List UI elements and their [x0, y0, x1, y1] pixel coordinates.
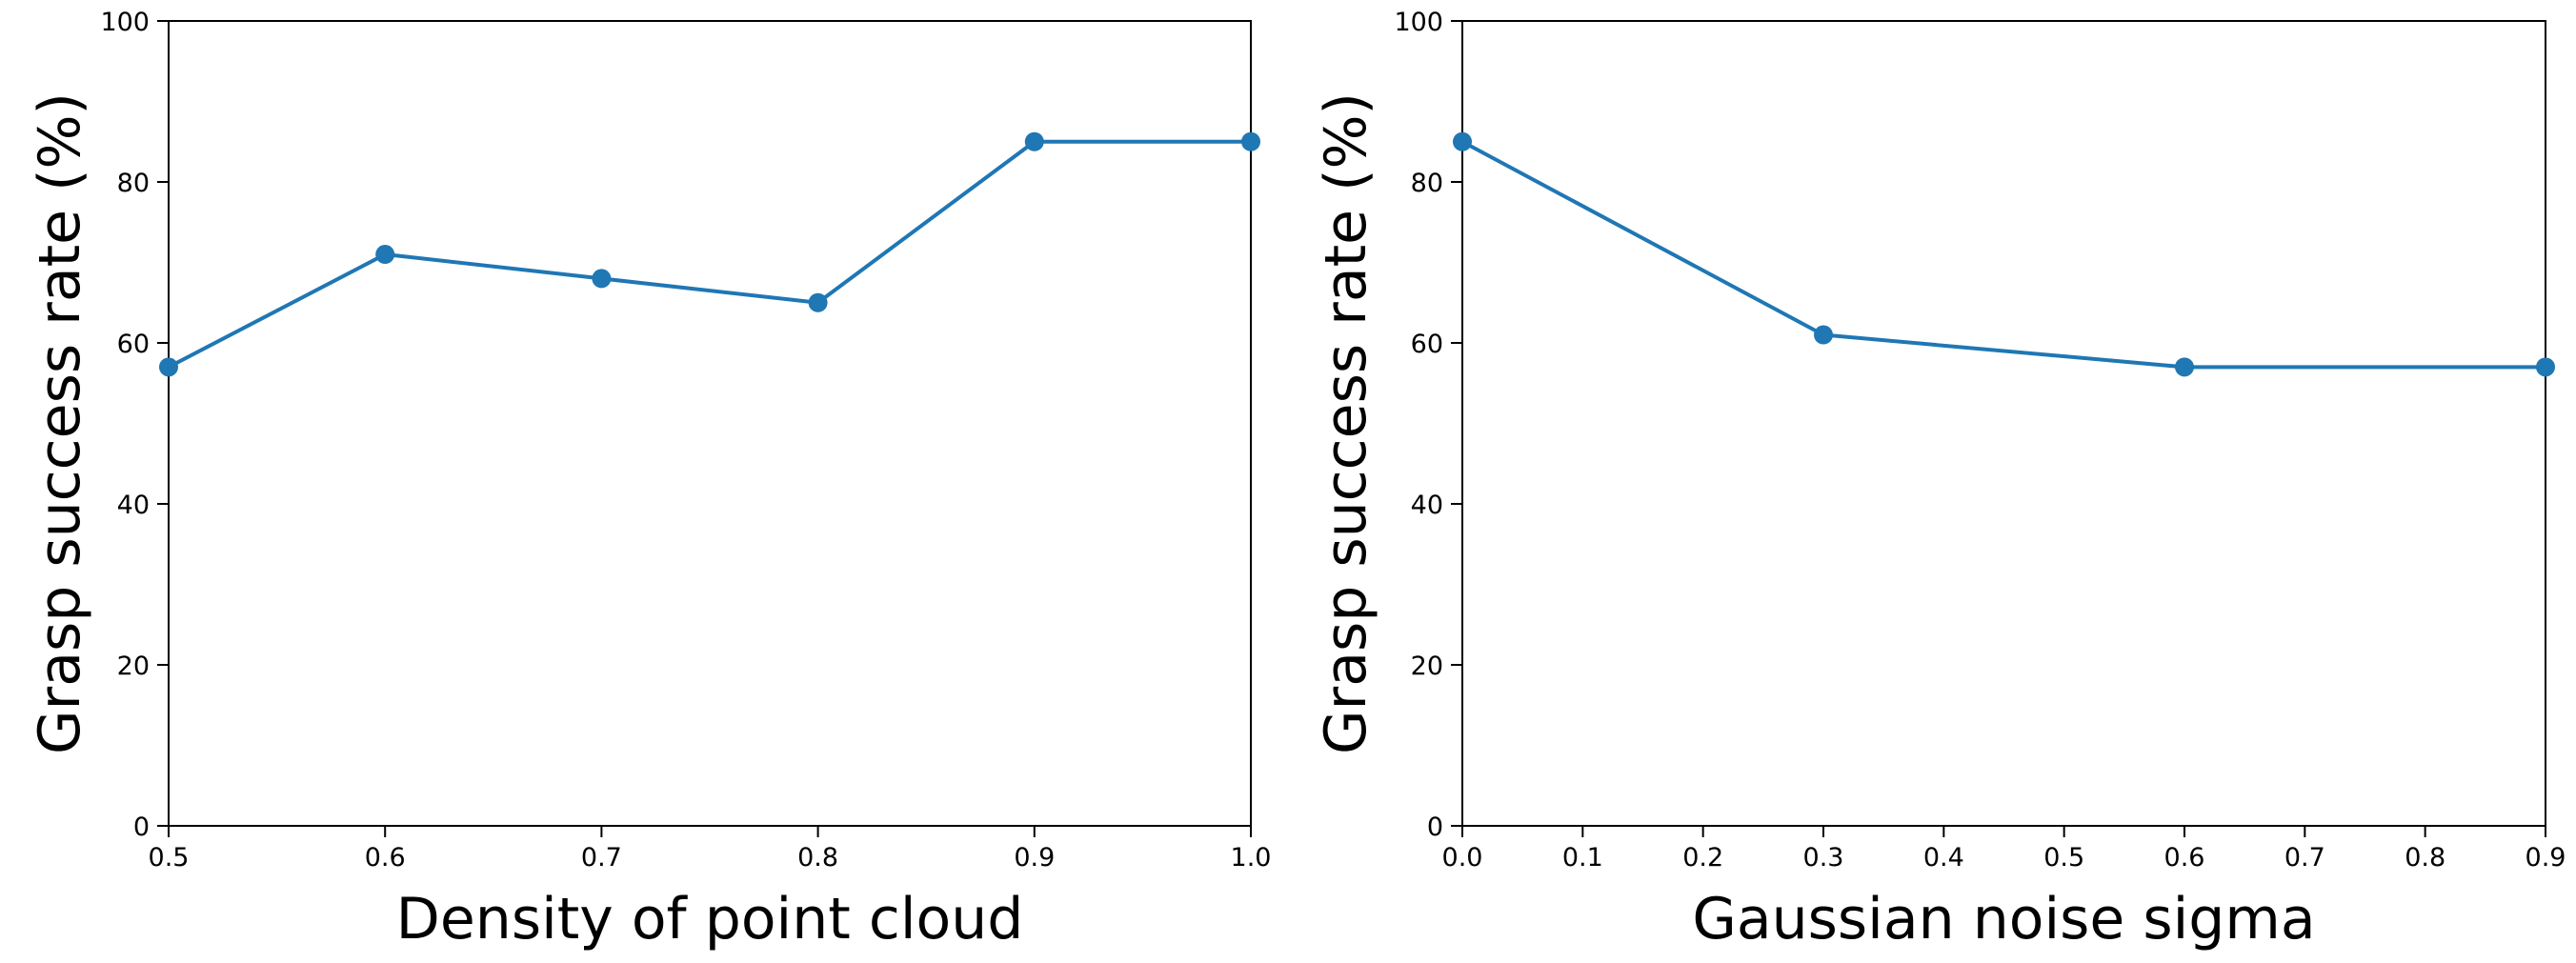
data-point [1024, 131, 1044, 151]
y-tick-label: 40 [117, 491, 150, 520]
y-tick-label: 80 [117, 169, 150, 198]
x-tick-label: 0.4 [1923, 843, 1964, 873]
x-tick-label: 0.3 [1803, 843, 1844, 873]
data-point [2175, 357, 2194, 377]
plot-frame [1461, 20, 2546, 827]
data-point [1453, 131, 1472, 151]
x-tick-label: 0.9 [2526, 843, 2566, 873]
y-tick-label: 20 [117, 652, 150, 681]
y-tick-label: 100 [100, 8, 150, 37]
x-tick-label: 0.5 [149, 843, 190, 873]
y-axis-label: Grasp success rate (%) [27, 92, 93, 754]
y-tick-label: 40 [1411, 491, 1443, 520]
y-tick-label: 20 [1411, 652, 1443, 681]
y-tick-label: 80 [1411, 169, 1443, 198]
y-tick-label: 0 [1427, 813, 1443, 842]
x-tick-label: 0.7 [581, 843, 622, 873]
data-point [592, 269, 612, 289]
data-point [159, 357, 178, 377]
x-tick-label: 1.0 [1231, 843, 1272, 873]
data-point [808, 292, 828, 312]
x-tick-label: 0.7 [2284, 843, 2325, 873]
x-axis-label: Gaussian noise sigma [1692, 886, 2315, 953]
plot-frame [168, 20, 1252, 827]
x-tick-label: 0.9 [1014, 843, 1055, 873]
series-line [168, 139, 1251, 370]
series-line [1461, 139, 2546, 370]
chart-noise: Gaussian noise sigma Grasp success rate … [1313, 8, 2566, 953]
x-tick-label: 0.2 [1682, 843, 1723, 873]
x-tick-label: 0.6 [365, 843, 406, 873]
y-tick-label: 60 [1411, 330, 1443, 359]
x-tick-label: 0.1 [1562, 843, 1603, 873]
y-tick-label: 0 [133, 813, 150, 842]
x-tick-label: 0.6 [2164, 843, 2205, 873]
x-tick-label: 0.5 [2043, 843, 2084, 873]
y-tick-label: 60 [117, 330, 150, 359]
data-point [2536, 357, 2555, 377]
data-point [1814, 325, 1833, 345]
data-point [1241, 131, 1260, 151]
y-axis-label: Grasp success rate (%) [1313, 92, 1379, 754]
x-axis-label: Density of point cloud [396, 886, 1024, 953]
x-tick-label: 0.8 [2405, 843, 2445, 873]
x-tick-label: 0.8 [797, 843, 838, 873]
y-tick-label: 100 [1394, 8, 1443, 37]
data-point [375, 245, 395, 265]
x-tick-label: 0.0 [1442, 843, 1483, 873]
chart-density: Density of point cloud Grasp success rat… [27, 8, 1271, 953]
